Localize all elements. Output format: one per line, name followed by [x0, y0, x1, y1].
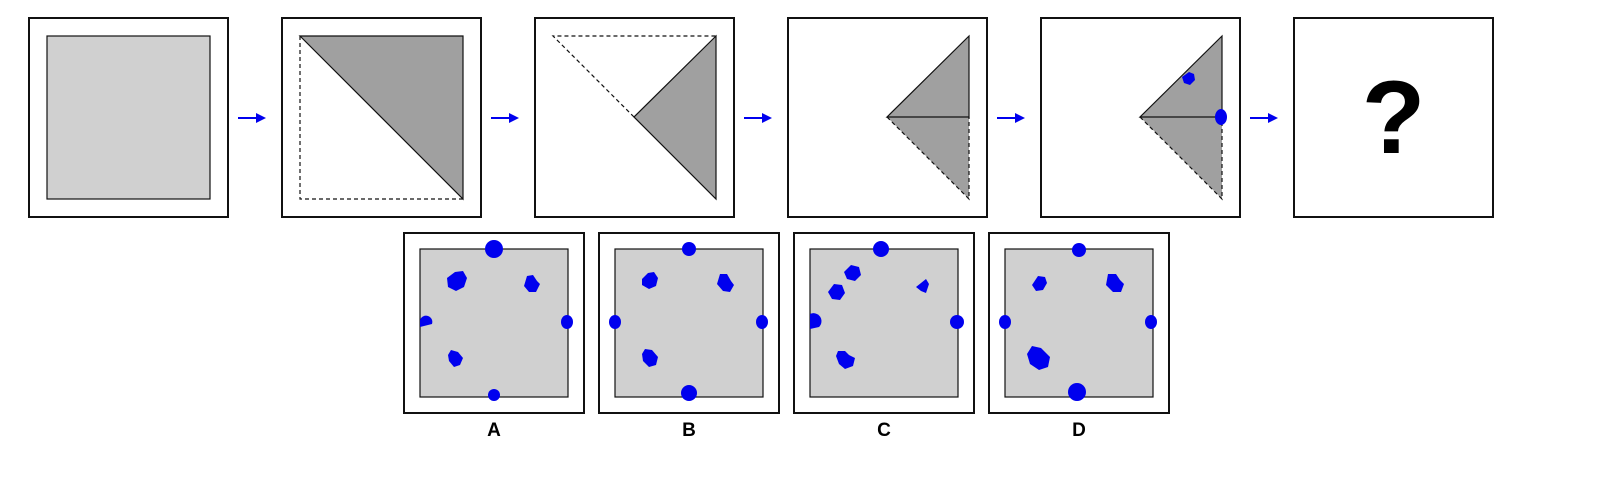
punched-hole — [1215, 109, 1227, 125]
holes — [420, 240, 573, 401]
unfolded-paper — [419, 248, 569, 398]
step-1-unfolded-paper — [28, 17, 229, 218]
option-c-label: C — [877, 420, 891, 441]
arrow-right-icon — [744, 113, 772, 123]
paper-square — [46, 35, 211, 200]
hole — [682, 242, 696, 256]
hole — [642, 349, 658, 367]
step-4-third-fold — [787, 17, 988, 218]
step-2-first-fold — [281, 17, 482, 218]
option-d-drawing — [999, 243, 1157, 401]
arrow-3 — [744, 111, 772, 123]
step-3-drawing — [551, 34, 717, 201]
arrow-4 — [997, 111, 1025, 123]
arrow-2 — [491, 111, 519, 123]
fold-outline-dashed — [886, 116, 970, 201]
option-a-drawing — [419, 240, 573, 401]
option-d[interactable] — [988, 232, 1170, 414]
option-b-drawing — [609, 242, 768, 401]
hole — [810, 313, 822, 329]
holes — [609, 242, 768, 401]
punched-hole — [1182, 72, 1195, 85]
hole — [488, 389, 500, 401]
folded-triangle — [885, 34, 970, 118]
unfolded-paper — [614, 248, 764, 398]
step-3-second-fold — [534, 17, 735, 218]
option-b[interactable] — [598, 232, 780, 414]
step-5-punched-holes — [1040, 17, 1241, 218]
step-2-drawing — [298, 35, 464, 201]
step-1-drawing — [46, 35, 211, 200]
arrow-right-icon — [1250, 113, 1278, 123]
option-a-label: A — [487, 420, 501, 441]
folded-triangle — [633, 34, 717, 201]
option-d-label: D — [1072, 420, 1086, 441]
hole — [1032, 276, 1047, 291]
hole — [836, 351, 855, 369]
step-4-drawing — [885, 34, 970, 201]
hole — [1145, 315, 1157, 329]
arrow-right-icon — [238, 113, 266, 123]
hole — [420, 315, 433, 327]
folded-triangle — [298, 35, 464, 201]
hole — [1072, 243, 1086, 257]
hole — [642, 272, 658, 289]
arrow-right-icon — [491, 113, 519, 123]
unfolded-paper — [1004, 248, 1154, 398]
hole — [717, 274, 734, 292]
fold-outline-dashed — [299, 36, 463, 200]
arrow-1 — [238, 111, 266, 123]
hole — [916, 279, 929, 293]
hole — [873, 241, 889, 257]
hole — [950, 315, 964, 329]
option-c[interactable] — [793, 232, 975, 414]
hole — [828, 284, 845, 300]
fold-outline-dashed — [551, 35, 716, 118]
arrow-5 — [1250, 111, 1278, 123]
option-b-label: B — [682, 420, 696, 441]
question-mark: ? — [1361, 59, 1426, 176]
holes — [810, 241, 964, 369]
hole — [999, 315, 1011, 329]
hole — [844, 265, 861, 281]
option-a[interactable] — [403, 232, 585, 414]
unfolded-paper — [809, 248, 959, 398]
arrow-right-icon — [997, 113, 1025, 123]
hole — [524, 275, 540, 292]
hole — [609, 315, 621, 329]
hole — [756, 315, 768, 329]
fold-outline-dashed — [1139, 116, 1223, 201]
hole — [561, 315, 573, 329]
hole — [1068, 383, 1086, 401]
hole — [1106, 274, 1124, 292]
step-5-drawing — [1138, 34, 1227, 201]
option-c-drawing — [809, 241, 964, 398]
hole — [1027, 346, 1050, 370]
hole — [448, 350, 463, 367]
hole — [485, 240, 503, 258]
holes — [999, 243, 1157, 401]
hole — [681, 385, 697, 401]
step-6-question: ? — [1293, 17, 1494, 218]
hole — [447, 271, 467, 291]
folded-triangle — [1138, 34, 1223, 118]
